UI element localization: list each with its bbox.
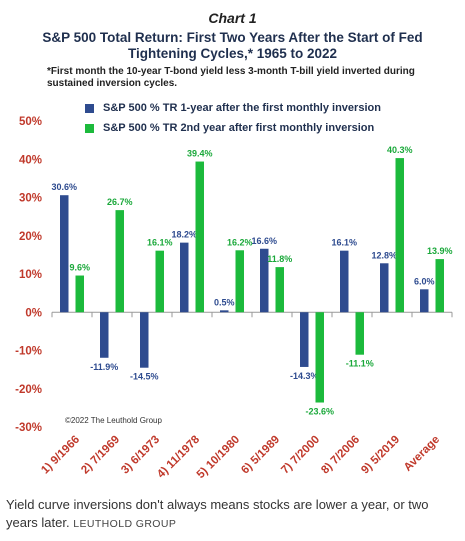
series-2-data-label: 13.9% — [427, 246, 453, 256]
legend-item-series-2: S&P 500 % TR 2nd year after first monthl… — [85, 118, 381, 138]
y-tick-label: 40% — [19, 154, 42, 166]
image-caption: Yield curve inversions don't always mean… — [6, 496, 458, 533]
series-1-data-label: 16.1% — [331, 238, 357, 248]
chart-number-label: Chart 1 — [208, 10, 257, 26]
caption-source: LEUTHOLD GROUP — [73, 518, 177, 530]
series-1-data-label: 30.6% — [51, 182, 77, 192]
series-2-data-label: -23.6% — [305, 407, 334, 417]
series-2-data-label: 40.3% — [387, 145, 413, 155]
series-1-data-label: -14.5% — [130, 372, 159, 382]
series-2-bar — [75, 275, 84, 313]
series-2-data-label: 9.6% — [69, 263, 90, 273]
legend-swatch-series-1 — [85, 103, 94, 113]
series-1-data-label: 0.5% — [214, 297, 235, 307]
series-2-bar — [395, 158, 404, 313]
copyright-notice: ©2022 The Leuthold Group — [65, 416, 162, 425]
y-tick-label: 50% — [19, 116, 42, 128]
series-1-data-label: -11.9% — [90, 362, 118, 372]
legend-label-series-1: S&P 500 % TR 1-year after the first mont… — [103, 102, 381, 114]
series-1-bar — [300, 312, 309, 367]
chart-figure: Chart 1 S&P 500 Total Return: First Two … — [15, 10, 453, 482]
y-tick-label: 20% — [19, 231, 42, 243]
series-2-data-label: 16.2% — [227, 237, 253, 247]
series-1-bar — [260, 248, 269, 313]
x-category-label: 8) 7/2006 — [319, 434, 362, 477]
series-2-data-label: 16.1% — [147, 238, 173, 248]
series-1-bar — [140, 312, 149, 368]
series-1-data-label: 16.6% — [251, 236, 277, 246]
x-category-label: 5) 10/1980 — [195, 434, 242, 481]
y-tick-label: -30% — [15, 422, 42, 434]
series-2-bar — [315, 312, 324, 403]
series-1-bar — [180, 242, 189, 313]
series-1-data-label: -14.3% — [290, 371, 319, 381]
series-2-bar — [115, 210, 124, 313]
series-1-bar — [60, 195, 69, 313]
series-1-bar — [380, 263, 389, 313]
series-1-data-label: 6.0% — [414, 276, 435, 286]
series-2-data-label: 11.8% — [267, 254, 292, 264]
chart-plot-area: 50% 40% 30% 20% 10% 0% -10% -20% -30% 30.6% 9.6% 1)… — [15, 116, 453, 481]
series-2-data-label: 26.7% — [107, 197, 133, 207]
series-1-bar — [100, 312, 109, 358]
y-tick-label: -10% — [15, 346, 42, 358]
x-category-label: 2) 7/1969 — [79, 434, 122, 477]
caption-text: Yield curve inversions don't always mean… — [6, 497, 429, 530]
series-1-bar — [220, 310, 229, 313]
chart-footnote: *First month the 10-year T-bond yield le… — [47, 66, 415, 89]
series-2-bar — [355, 312, 364, 355]
x-category-label: 9) 5/2019 — [359, 434, 402, 477]
series-1-data-label: 12.8% — [371, 250, 397, 260]
y-tick-label: 30% — [19, 193, 42, 205]
x-category-label: 7) 7/2000 — [279, 434, 322, 477]
series-1-bar — [420, 289, 429, 313]
x-category-label: 1) 9/1966 — [39, 434, 82, 477]
y-tick-label: 0% — [25, 307, 42, 319]
y-tick-label: 10% — [19, 269, 42, 281]
series-2-bar — [195, 161, 204, 313]
x-category-label: 3) 6/1973 — [119, 434, 162, 477]
chart-legend: S&P 500 % TR 1-year after the first mont… — [85, 98, 381, 138]
series-2-data-label: 39.4% — [187, 149, 213, 159]
series-2-data-label: -11.1% — [346, 359, 374, 369]
series-2-bar — [235, 250, 244, 313]
y-tick-label: -20% — [15, 384, 42, 396]
legend-item-series-1: S&P 500 % TR 1-year after the first mont… — [85, 98, 381, 118]
series-2-bar — [155, 250, 164, 313]
chart-title: S&P 500 Total Return: First Two Years Af… — [42, 30, 423, 61]
legend-label-series-2: S&P 500 % TR 2nd year after first monthl… — [103, 122, 375, 134]
series-1-data-label: 18.2% — [171, 230, 197, 240]
series-2-bar — [435, 259, 444, 313]
series-1-bar — [340, 250, 349, 313]
x-category-label: Average — [402, 434, 442, 474]
x-category-label: 6) 5/1989 — [239, 434, 282, 477]
legend-swatch-series-2 — [85, 123, 94, 133]
series-2-bar — [275, 267, 284, 313]
